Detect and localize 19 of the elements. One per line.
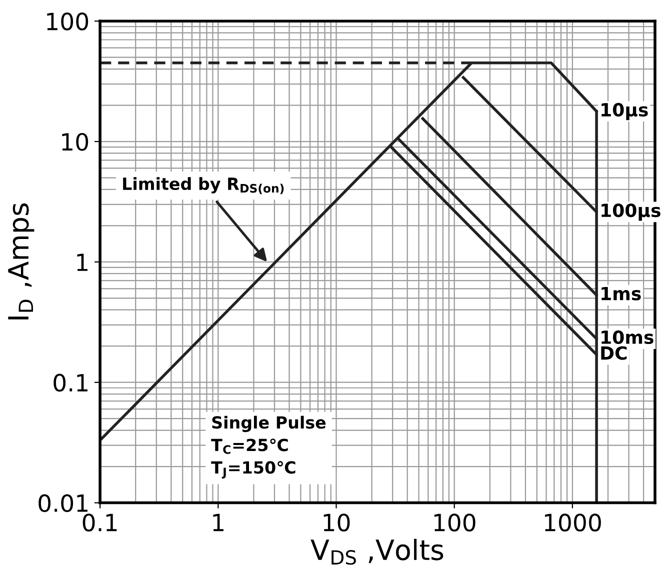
x-tick-label: 1000 [544, 514, 601, 532]
annotation: Limited by R$_{DS(on)}$ [123, 177, 284, 194]
x-tick-label: 1 [213, 514, 224, 532]
x-axis-title: V$_{DS}$ ,Volts [310, 538, 444, 565]
series-label: 10ms [602, 330, 654, 344]
y-axis-title: I$_{D}$ ,Amps [8, 203, 34, 320]
series-label: 10µs [602, 102, 648, 120]
x-tick-label: 10 [324, 514, 350, 532]
y-tick-label: 10 [62, 132, 88, 151]
annotation: Single Pulse T$_{C}$=25℃ T$_{J}$=150℃ [211, 416, 326, 479]
x-tick-label: 0.1 [82, 514, 117, 532]
y-tick-label: 1 [77, 254, 88, 271]
y-tick-label: 100 [47, 12, 88, 30]
series-label: DC [601, 346, 627, 360]
series-label: 1ms [602, 286, 641, 300]
series-label: 100µs [602, 204, 660, 221]
x-tick-label: 100 [434, 514, 476, 532]
y-tick-label: 0.1 [54, 374, 88, 392]
y-tick-label: 0.01 [38, 494, 88, 512]
